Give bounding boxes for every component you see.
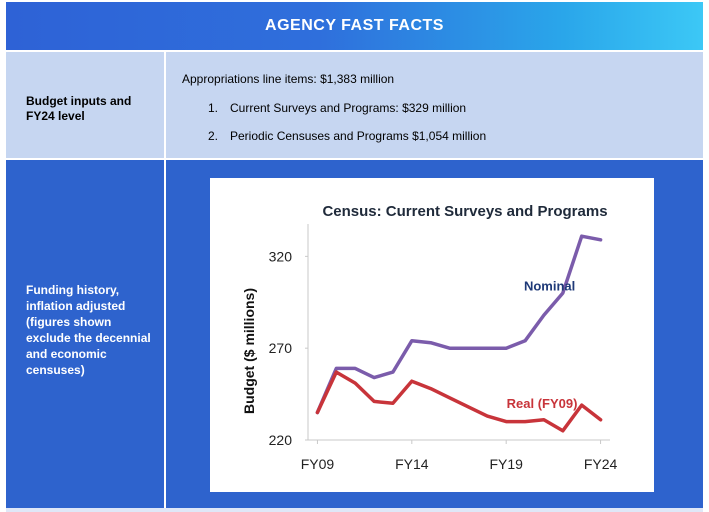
budget-row-label: Budget inputs and FY24 level — [26, 94, 132, 123]
page-title: AGENCY FAST FACTS — [265, 17, 444, 34]
funding-row-label: Funding history, inflation adjusted (fig… — [26, 283, 151, 377]
line-item-number: 2. — [208, 129, 219, 143]
line-item: 1. Current Surveys and Programs: $329 mil… — [208, 101, 466, 115]
funding-history-row: Funding history, inflation adjusted (fig… — [6, 158, 703, 510]
funding-label-cell: Funding history, inflation adjusted (fig… — [6, 160, 166, 510]
nominal-series-label: Nominal — [524, 278, 575, 293]
appropriations-line: Appropriations line items: $1,383 millio… — [182, 72, 395, 86]
y-tick-label: 270 — [269, 340, 293, 356]
y-tick-label: 220 — [269, 432, 293, 448]
budget-label-cell: Budget inputs and FY24 level — [6, 52, 166, 160]
line-item-number: 1. — [208, 101, 219, 115]
x-tick-label: FY14 — [395, 456, 429, 472]
real-series-line — [315, 370, 603, 433]
chart-title: Census: Current Surveys and Programs — [322, 203, 607, 220]
y-tick-label: 320 — [269, 248, 293, 264]
x-tick-label: FY09 — [301, 456, 335, 472]
chart-container: Census: Current Surveys and Programs Budg… — [210, 178, 654, 492]
line-chart: Census: Current Surveys and Programs Budg… — [241, 203, 618, 472]
line-item: 2. Periodic Censuses and Programs $1,054 … — [208, 129, 486, 143]
y-axis-label: Budget ($ millions) — [241, 288, 257, 414]
nominal-series-line — [315, 234, 603, 415]
line-item-text: Current Surveys and Programs: $329 milli… — [230, 101, 467, 115]
x-tick-label: FY19 — [489, 456, 523, 472]
header-bar: AGENCY FAST FACTS — [6, 2, 703, 50]
line-item-text: Periodic Censuses and Programs $1,054 mi… — [230, 129, 487, 143]
budget-row: Budget inputs and FY24 level Appropriati… — [6, 50, 703, 160]
bottom-border — [6, 508, 703, 512]
real-series-label: Real (FY09) — [507, 396, 578, 411]
x-tick-label: FY24 — [584, 456, 618, 472]
